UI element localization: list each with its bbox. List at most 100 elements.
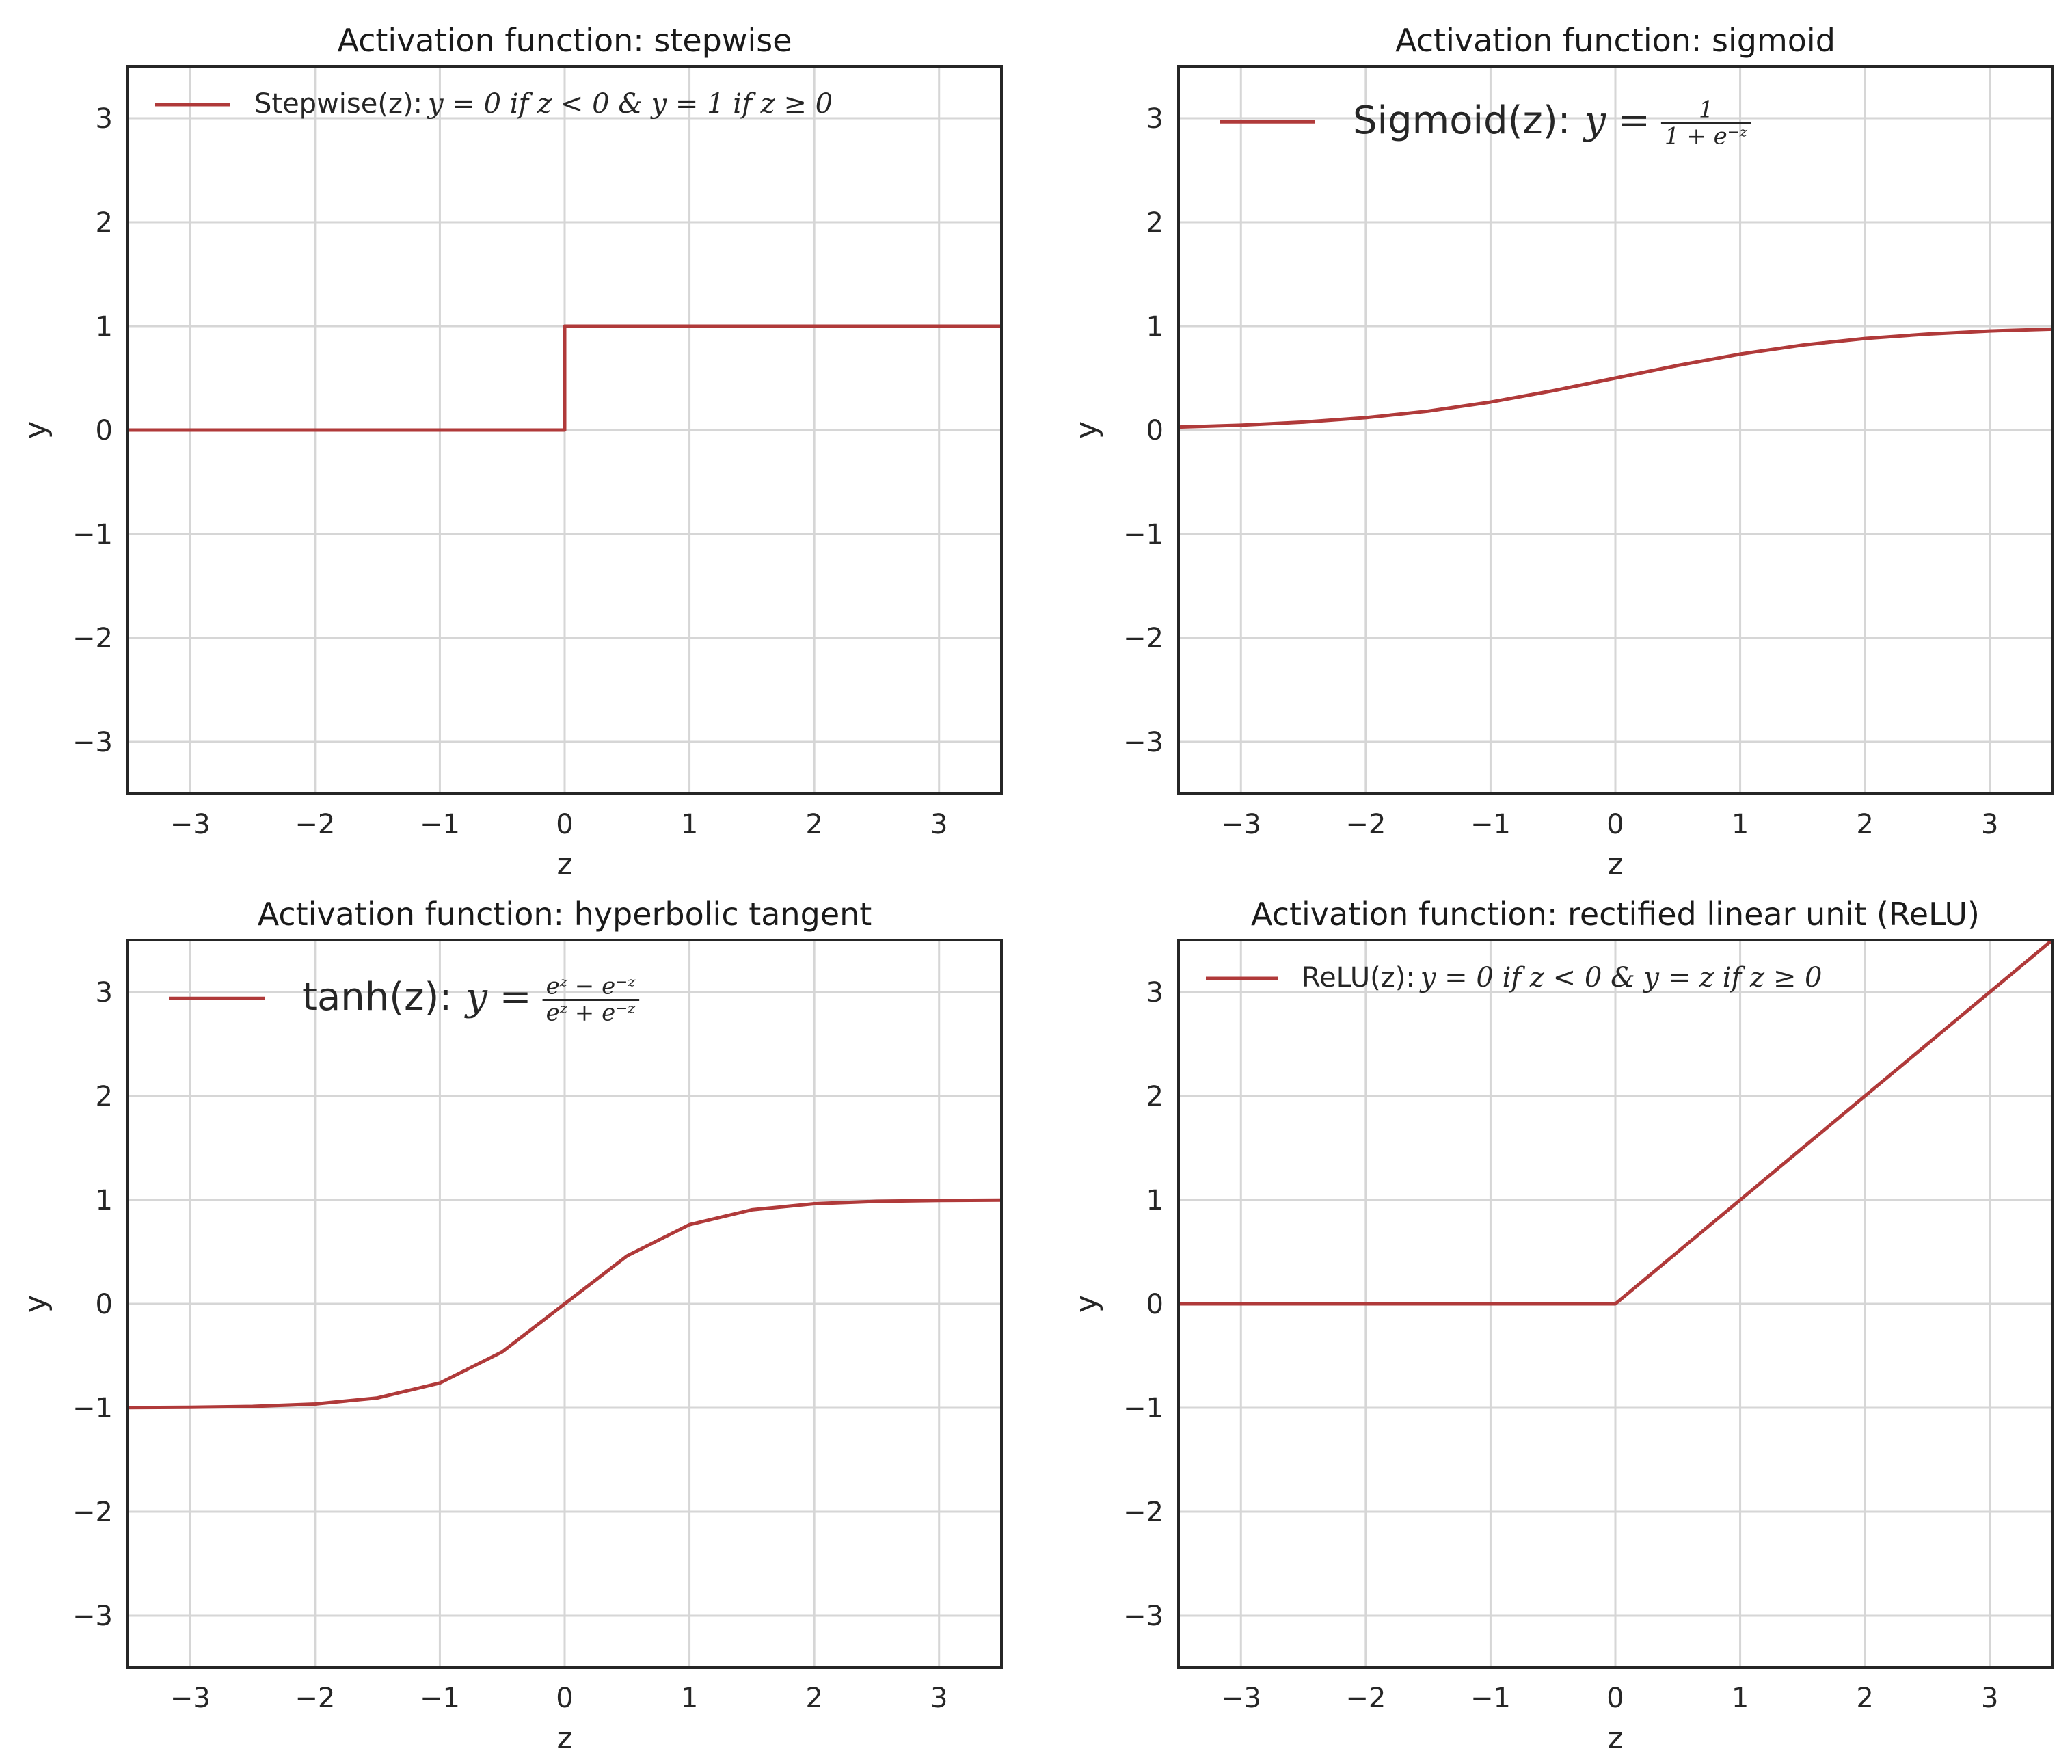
x-tick-label: −3 <box>170 1683 211 1714</box>
y-tick-label: −2 <box>72 1497 113 1528</box>
chart-title: Activation function: hyperbolic tangent <box>258 896 872 933</box>
x-axis-label: z <box>1607 847 1623 882</box>
legend-lhs: y = <box>463 975 531 1019</box>
y-tick-label: −1 <box>72 519 113 550</box>
x-tick-label: −3 <box>1221 809 1261 840</box>
x-tick-label: −1 <box>420 1683 460 1714</box>
legend-prefix: Sigmoid(z): <box>1353 98 1571 143</box>
y-axis-label: y <box>1069 1295 1104 1313</box>
y-tick-label: 3 <box>1146 103 1163 135</box>
y-tick-label: −2 <box>1123 623 1163 654</box>
y-axis-label: y <box>18 1295 53 1313</box>
x-tick-label: −2 <box>1345 809 1386 840</box>
x-tick-label: 0 <box>556 809 573 840</box>
legend-numerator: eᶻ − e⁻ᶻ <box>546 972 636 1000</box>
chart-panel-4: −3 −2 −1 0 1 2 3 −3 −2 −1 0 1 2 3 Activation function:… <box>1069 896 2054 1756</box>
y-tick-label: −1 <box>1123 1393 1163 1424</box>
x-tick-label: 2 <box>1856 1683 1873 1714</box>
x-axis-label: z <box>1607 1721 1623 1756</box>
y-tick-label: 3 <box>1146 977 1163 1008</box>
x-tick-label: −1 <box>420 809 460 840</box>
series-line-1 <box>1178 327 2053 429</box>
y-tick-label: −3 <box>1123 727 1163 758</box>
x-tick-label: −1 <box>1470 809 1511 840</box>
legend: Sigmoid(z): y = 11 + e⁻ᶻ <box>1220 96 1751 150</box>
x-tick-label: 2 <box>805 809 822 840</box>
x-tick-label: −3 <box>170 809 211 840</box>
legend-formula: y = 0 if z < 0 & y = 1 if z ≥ 0 <box>427 88 833 120</box>
legend: ReLU(z): y = 0 if z < 0 & y = z if z ≥ 0 <box>1206 962 1822 993</box>
legend-numerator: 1 <box>1699 96 1714 123</box>
x-axis-label: z <box>556 1721 572 1756</box>
chart-title: Activation function: sigmoid <box>1395 22 1835 59</box>
y-tick-label: 2 <box>1146 207 1163 239</box>
legend-label: Sigmoid(z): y = <box>1353 98 1650 143</box>
x-tick-label: 0 <box>1606 809 1624 840</box>
legend-label: ReLU(z): y = 0 if z < 0 & y = z if z ≥ 0 <box>1302 962 1822 993</box>
y-tick-label: 2 <box>96 1081 113 1112</box>
axes-frame <box>126 939 1003 1669</box>
chart-panel-2: −3 −2 −1 0 1 2 3 −3 −2 −1 0 1 2 3 Activation function:… <box>1069 22 2054 882</box>
x-tick-label: 1 <box>1732 809 1749 840</box>
y-tick-label: 0 <box>1146 415 1163 446</box>
x-tick-label: 1 <box>1732 1683 1749 1714</box>
x-tick-label: −3 <box>1221 1683 1261 1714</box>
legend-label: Stepwise(z): y = 0 if z < 0 & y = 1 if z … <box>254 88 833 120</box>
chart-panel-1: −3 −2 −1 0 1 2 3 −3 −2 −1 0 1 2 3 Activation function:… <box>18 22 1003 882</box>
y-tick-label: −3 <box>1123 1601 1163 1632</box>
y-axis-label: y <box>18 421 53 439</box>
y-tick-label: −2 <box>72 623 113 654</box>
y-tick-label: −1 <box>1123 519 1163 550</box>
x-tick-label: 3 <box>1981 1683 1998 1714</box>
x-tick-label: 0 <box>556 1683 573 1714</box>
y-tick-label: −3 <box>72 1601 113 1632</box>
series-line-1 <box>1179 939 2054 1306</box>
legend: Stepwise(z): y = 0 if z < 0 & y = 1 if z … <box>155 88 833 120</box>
series-line-1 <box>127 1198 1002 1410</box>
y-axis-label: y <box>1069 421 1104 439</box>
chart-title: Activation function: stepwise <box>337 22 792 59</box>
y-tick-label: 1 <box>96 311 113 343</box>
legend-prefix: tanh(z): <box>302 975 452 1019</box>
y-tick-label: 2 <box>96 207 113 239</box>
y-tick-label: −3 <box>72 727 113 758</box>
series-line-1 <box>128 324 1001 432</box>
legend-denominator: eᶻ + e⁻ᶻ <box>546 1000 636 1027</box>
y-tick-label: 1 <box>96 1185 113 1216</box>
y-tick-label: 2 <box>1146 1081 1163 1112</box>
x-tick-label: 3 <box>1981 809 1998 840</box>
x-tick-label: 3 <box>930 1683 947 1714</box>
x-tick-label: −1 <box>1470 1683 1511 1714</box>
legend: tanh(z): y = eᶻ − e⁻ᶻeᶻ + e⁻ᶻ <box>169 972 640 1027</box>
legend-formula: y = 0 if z < 0 & y = z if z ≥ 0 <box>1419 962 1822 993</box>
y-tick-label: −2 <box>1123 1497 1163 1528</box>
y-tick-label: 3 <box>96 103 113 135</box>
legend-label: tanh(z): y = <box>302 975 532 1019</box>
chart-title: Activation function: rectified linear un… <box>1251 896 1980 933</box>
y-tick-label: 3 <box>96 977 113 1008</box>
axes-frame <box>1177 939 2054 1669</box>
legend-prefix: Stepwise(z): <box>254 88 422 120</box>
axes-frame <box>1177 65 2054 795</box>
x-axis-label: z <box>556 847 572 882</box>
x-tick-label: 1 <box>681 809 698 840</box>
x-tick-label: −2 <box>295 1683 335 1714</box>
y-tick-label: 0 <box>1146 1289 1163 1320</box>
x-tick-label: −2 <box>1345 1683 1386 1714</box>
y-tick-label: 0 <box>96 1289 113 1320</box>
x-tick-label: 2 <box>805 1683 822 1714</box>
legend-prefix: ReLU(z): <box>1302 962 1415 993</box>
x-tick-label: 1 <box>681 1683 698 1714</box>
y-tick-label: 1 <box>1146 311 1163 343</box>
x-tick-label: 0 <box>1606 1683 1624 1714</box>
y-tick-label: 0 <box>96 415 113 446</box>
chart-panel-3: −3 −2 −1 0 1 2 3 −3 −2 −1 0 1 2 3 Activation function:… <box>18 896 1003 1756</box>
legend-lhs: y = <box>1583 98 1650 143</box>
x-tick-label: 2 <box>1856 809 1873 840</box>
axes-frame <box>126 65 1003 795</box>
y-tick-label: 1 <box>1146 1185 1163 1216</box>
x-tick-label: −2 <box>295 809 335 840</box>
legend-denominator: 1 + e⁻ᶻ <box>1665 123 1748 150</box>
